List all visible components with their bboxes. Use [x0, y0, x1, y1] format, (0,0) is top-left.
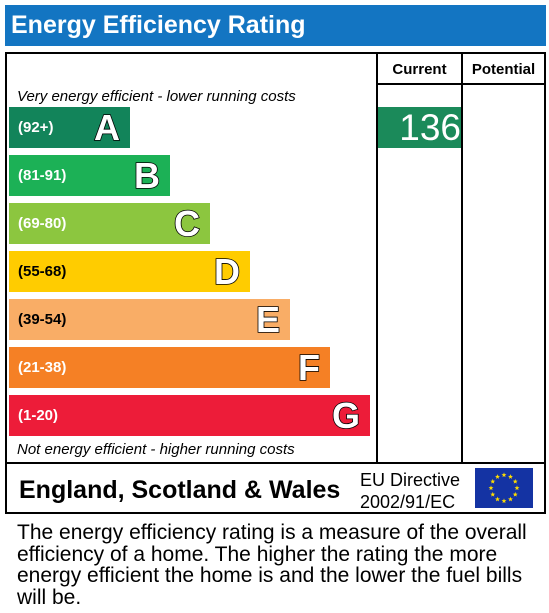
band-range-label: (69-80) — [18, 215, 67, 232]
band-letter-label: A — [93, 106, 121, 149]
band-letter-label: D — [213, 250, 241, 293]
rating-frame: Current Potential Very energy efficient … — [5, 52, 546, 514]
eu-directive: EU Directive 2002/91/EC — [360, 469, 460, 513]
eu-star — [490, 478, 496, 484]
band-a: (92+) A — [9, 106, 130, 149]
band-g: (1-20) G — [9, 394, 370, 437]
band-letter-label: E — [255, 298, 281, 341]
band-letter-label: F — [297, 346, 321, 389]
band-c: (69-80) C — [9, 202, 210, 245]
eu-star — [508, 496, 513, 502]
band-letter-label: C — [173, 202, 201, 245]
band-b: (81-91) B — [9, 154, 170, 197]
eu-star — [512, 491, 518, 497]
band-e: (39-54) E — [9, 298, 290, 341]
eu-star — [495, 474, 500, 479]
band-range-label: (21-38) — [18, 359, 67, 376]
band-range-label: (39-54) — [18, 311, 67, 328]
potential-column-divider — [461, 54, 463, 464]
current-rating-value: 136 — [399, 107, 461, 148]
header-row-divider — [376, 83, 544, 85]
bottom-note: Not energy efficient - higher running co… — [17, 441, 295, 458]
band-letter-label: G — [331, 394, 361, 437]
directive-line-2: 2002/91/EC — [360, 492, 456, 512]
eu-star — [490, 491, 496, 497]
potential-column-header: Potential — [471, 61, 536, 78]
band-range-label: (1-20) — [18, 407, 59, 424]
footer-divider — [7, 462, 544, 464]
eu-star — [512, 478, 518, 484]
current-column-divider — [376, 54, 378, 464]
band-range-label: (92+) — [18, 119, 54, 136]
chart-title: Energy Efficiency Rating — [11, 11, 306, 39]
current-rating-marker: 136 — [378, 107, 461, 148]
band-letter-label: B — [133, 154, 161, 197]
eu-flag-icon — [475, 468, 533, 508]
eu-star — [501, 472, 507, 478]
eu-star — [508, 474, 513, 479]
eu-star — [488, 485, 494, 491]
band-range-label: (81-91) — [18, 167, 67, 184]
band-d: (55-68) D — [9, 250, 250, 293]
top-note: Very energy efficient - lower running co… — [17, 88, 296, 105]
caption-text: The energy efficiency rating is a measur… — [17, 521, 527, 609]
header-bar — [5, 5, 546, 46]
band-range-label: (55-68) — [18, 263, 67, 280]
eu-star — [495, 496, 500, 502]
current-column-header: Current — [392, 61, 447, 78]
eu-star — [514, 485, 520, 491]
eu-star — [501, 498, 507, 504]
directive-line-1: EU Directive — [360, 470, 461, 490]
region-label: England, Scotland & Wales — [19, 476, 341, 504]
band-f: (21-38) F — [9, 346, 330, 389]
